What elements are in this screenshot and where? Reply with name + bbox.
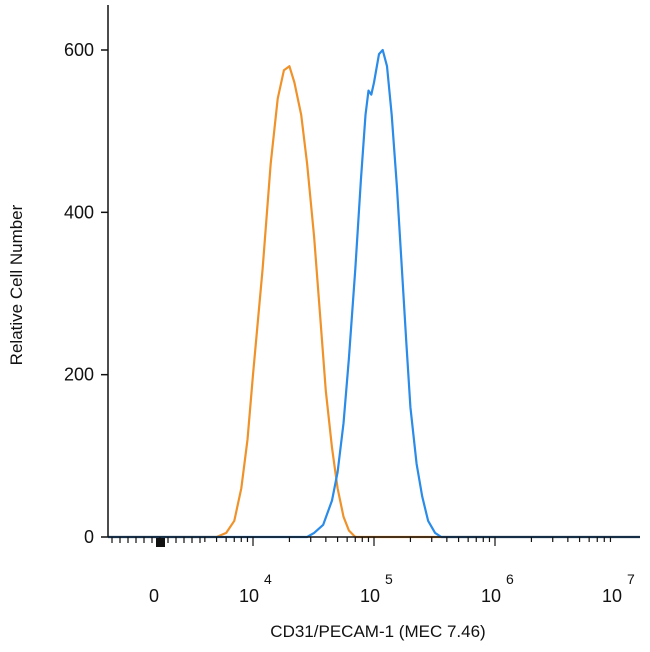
svg-text:0: 0 bbox=[149, 586, 159, 606]
x-tick-label: 10 7 bbox=[602, 571, 635, 606]
series-line-1 bbox=[108, 65, 640, 539]
series-line-2 bbox=[108, 48, 640, 539]
svg-text:6: 6 bbox=[506, 571, 514, 587]
x-axis-title: CD31/PECAM-1 (MEC 7.46) bbox=[270, 622, 485, 641]
x-zero-tick-cluster bbox=[156, 538, 165, 547]
y-tick-label: 400 bbox=[64, 202, 94, 222]
x-ticks-group: 0 10 4 10 5 10 6 10 7 bbox=[149, 571, 635, 606]
x-tick-label: 10 6 bbox=[481, 571, 514, 606]
y-axis-title: Relative Cell Number bbox=[7, 204, 26, 365]
y-ticks-group: 0 200 400 600 bbox=[64, 40, 108, 547]
y-tick-label: 200 bbox=[64, 365, 94, 385]
y-tick-label: 600 bbox=[64, 40, 94, 60]
svg-text:7: 7 bbox=[627, 571, 635, 587]
svg-text:5: 5 bbox=[385, 571, 393, 587]
y-tick-label: 0 bbox=[84, 527, 94, 547]
x-minor-ticks-group bbox=[111, 537, 612, 547]
x-tick-label: 0 bbox=[149, 586, 159, 606]
svg-text:10: 10 bbox=[602, 586, 622, 606]
svg-text:10: 10 bbox=[239, 586, 259, 606]
svg-text:10: 10 bbox=[481, 586, 501, 606]
svg-text:10: 10 bbox=[360, 586, 380, 606]
svg-text:4: 4 bbox=[264, 571, 272, 587]
x-tick-label: 10 5 bbox=[360, 571, 393, 606]
x-tick-label: 10 4 bbox=[239, 571, 272, 606]
plot-series-group bbox=[108, 48, 640, 539]
